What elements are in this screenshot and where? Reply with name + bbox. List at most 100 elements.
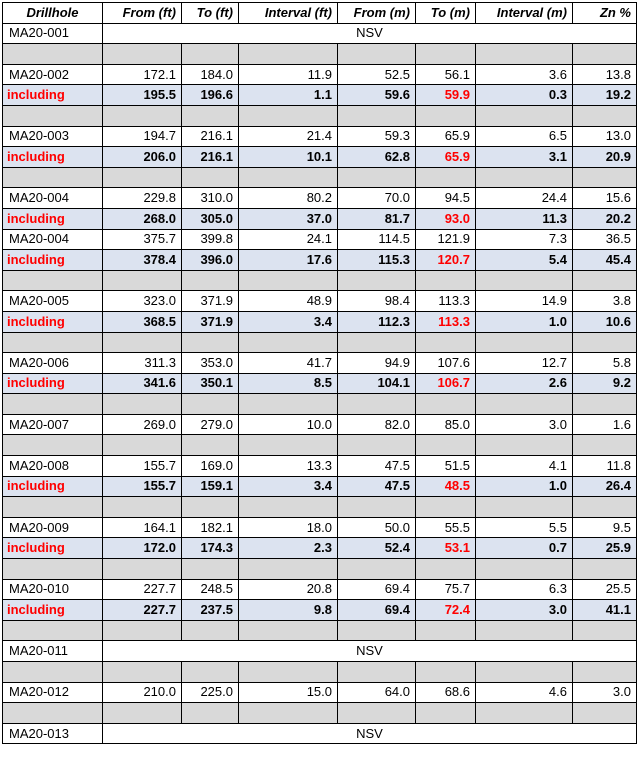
- zn-pct-cell: 20.9: [572, 146, 637, 168]
- separator-cell: [238, 269, 338, 292]
- drillhole-cell: MA20-010: [2, 578, 103, 601]
- interval-m-cell: 1.0: [475, 310, 573, 333]
- from-ft-cell: 229.8: [102, 187, 182, 209]
- table-row: MA20-004 375.7 399.8 24.1 114.5 121.9 7.3 36.5: [2, 228, 637, 251]
- separator-cell: [2, 43, 103, 65]
- from-m-cell: 62.8: [337, 146, 416, 168]
- drillhole-cell: MA20-006: [2, 352, 103, 374]
- separator-cell: [102, 558, 182, 580]
- col-interval-ft-header: Interval (ft): [238, 2, 338, 24]
- table-header: Drillhole From (ft) To (ft) Interval (ft) Fr…: [2, 2, 637, 24]
- separator-cell: [102, 269, 182, 292]
- interval-ft-cell: 20.8: [238, 578, 338, 601]
- from-m-cell: 81.7: [337, 207, 416, 230]
- separator-row: [2, 166, 637, 189]
- separator-cell: [238, 661, 338, 683]
- interval-m-cell: 4.1: [475, 455, 573, 477]
- separator-row: [2, 104, 637, 127]
- from-ft-cell: 268.0: [102, 207, 182, 230]
- from-m-cell: 70.0: [337, 187, 416, 209]
- header-row: Drillhole From (ft) To (ft) Interval (ft) Fr…: [2, 2, 637, 24]
- to-m-cell: 59.9: [415, 84, 476, 106]
- to-ft-cell: 310.0: [181, 187, 239, 209]
- separator-cell: [181, 702, 239, 724]
- zn-pct-cell: 9.2: [572, 372, 637, 395]
- separator-cell: [2, 269, 103, 292]
- table-row: MA20-012 210.0 225.0 15.0 64.0 68.6 4.6 3.0: [2, 681, 637, 704]
- from-m-cell: 69.4: [337, 578, 416, 601]
- separator-cell: [475, 393, 573, 415]
- interval-ft-cell: 48.9: [238, 290, 338, 312]
- drillhole-cell: MA20-008: [2, 455, 103, 477]
- separator-row: [2, 434, 637, 457]
- interval-ft-cell: 9.8: [238, 599, 338, 621]
- to-ft-cell: 371.9: [181, 310, 239, 333]
- separator-row: [2, 661, 637, 683]
- separator-row: [2, 558, 637, 580]
- from-ft-cell: 311.3: [102, 352, 182, 374]
- separator-cell: [572, 269, 637, 292]
- separator-cell: [2, 104, 103, 127]
- separator-cell: [475, 269, 573, 292]
- separator-row: [2, 43, 637, 65]
- from-m-cell: 59.6: [337, 84, 416, 106]
- interval-m-cell: 4.6: [475, 681, 573, 704]
- zn-pct-cell: 9.5: [572, 516, 637, 539]
- table-row: MA20-005 323.0 371.9 48.9 98.4 113.3 14.9 3.8: [2, 290, 637, 312]
- separator-cell: [102, 619, 182, 642]
- from-ft-cell: 227.7: [102, 578, 182, 601]
- to-ft-cell: 237.5: [181, 599, 239, 621]
- from-ft-cell: 341.6: [102, 372, 182, 395]
- drillhole-cell: MA20-013: [2, 722, 103, 745]
- separator-cell: [337, 619, 416, 642]
- interval-m-cell: 0.7: [475, 537, 573, 560]
- including-label: including: [2, 537, 103, 560]
- zn-pct-cell: 36.5: [572, 228, 637, 251]
- from-ft-cell: 378.4: [102, 249, 182, 271]
- zn-pct-cell: 25.9: [572, 537, 637, 560]
- separator-cell: [415, 104, 476, 127]
- interval-ft-cell: 80.2: [238, 187, 338, 209]
- separator-cell: [475, 496, 573, 518]
- from-ft-cell: 164.1: [102, 516, 182, 539]
- separator-cell: [2, 434, 103, 457]
- to-m-cell: 48.5: [415, 475, 476, 498]
- to-ft-cell: 371.9: [181, 290, 239, 312]
- interval-ft-cell: 3.4: [238, 475, 338, 498]
- drillhole-cell: MA20-004: [2, 228, 103, 251]
- interval-m-cell: 0.3: [475, 84, 573, 106]
- separator-cell: [2, 619, 103, 642]
- zn-pct-cell: 25.5: [572, 578, 637, 601]
- separator-cell: [102, 43, 182, 65]
- zn-pct-cell: 5.8: [572, 352, 637, 374]
- interval-m-cell: 24.4: [475, 187, 573, 209]
- including-label: including: [2, 599, 103, 621]
- to-ft-cell: 396.0: [181, 249, 239, 271]
- separator-cell: [2, 661, 103, 683]
- interval-ft-cell: 37.0: [238, 207, 338, 230]
- drillhole-cell: MA20-001: [2, 22, 103, 45]
- separator-cell: [572, 702, 637, 724]
- separator-cell: [181, 331, 239, 354]
- col-to-m-header: To (m): [415, 2, 476, 24]
- separator-cell: [181, 661, 239, 683]
- separator-cell: [475, 702, 573, 724]
- from-m-cell: 47.5: [337, 455, 416, 477]
- to-ft-cell: 216.1: [181, 125, 239, 148]
- from-ft-cell: 210.0: [102, 681, 182, 704]
- table-row-nsv: MA20-013 NSV: [2, 722, 637, 745]
- separator-cell: [102, 496, 182, 518]
- including-row: including 195.5 196.6 1.1 59.6 59.9 0.3 19.2: [2, 84, 637, 106]
- separator-cell: [181, 43, 239, 65]
- separator-cell: [181, 269, 239, 292]
- zn-pct-cell: 13.8: [572, 63, 637, 86]
- from-ft-cell: 375.7: [102, 228, 182, 251]
- separator-cell: [572, 434, 637, 457]
- separator-cell: [475, 619, 573, 642]
- separator-cell: [238, 558, 338, 580]
- separator-cell: [572, 393, 637, 415]
- to-ft-cell: 174.3: [181, 537, 239, 560]
- col-from-ft-header: From (ft): [102, 2, 182, 24]
- separator-cell: [238, 43, 338, 65]
- separator-cell: [337, 434, 416, 457]
